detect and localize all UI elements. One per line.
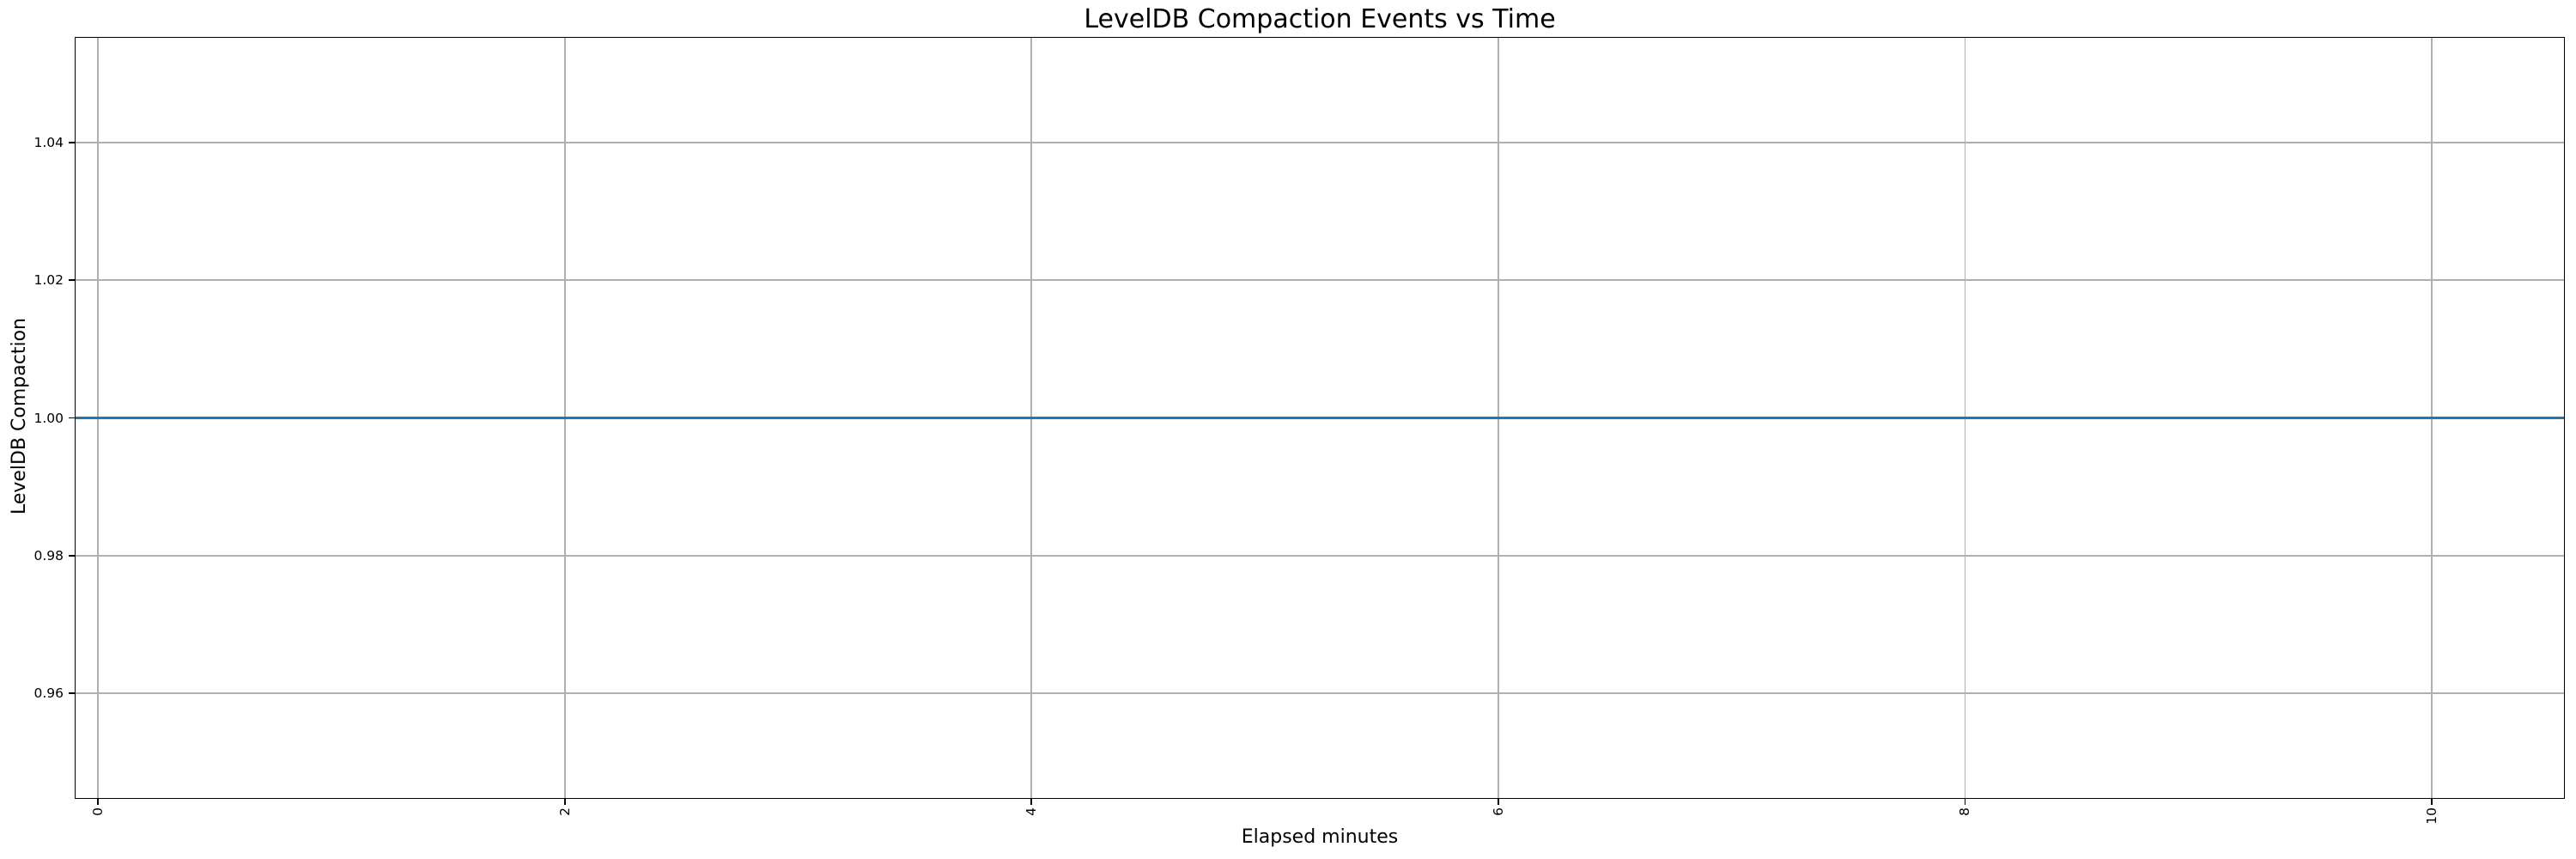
chart-title: LevelDB Compaction Events vs Time (1084, 4, 1556, 34)
x-tick (1030, 799, 1033, 805)
h-gridline (75, 692, 2565, 695)
h-gridline (75, 555, 2565, 557)
y-tick (69, 555, 75, 557)
x-tick (97, 799, 100, 805)
series-line (75, 417, 2565, 419)
x-tick-label: 2 (556, 807, 573, 816)
x-tick (2431, 799, 2433, 805)
y-tick (69, 141, 75, 143)
x-tick (1498, 799, 1499, 805)
y-tick-label: 0.96 (33, 685, 64, 702)
h-gridline (75, 279, 2565, 281)
y-tick-label: 1.02 (33, 272, 64, 289)
y-tick-label: 1.00 (33, 410, 64, 426)
y-axis-label: LevelDB Compaction (9, 318, 30, 515)
x-tick (1964, 799, 1966, 805)
x-tick-label: 8 (1957, 807, 1973, 816)
y-tick (69, 692, 75, 695)
y-tick-label: 0.98 (33, 547, 64, 564)
x-axis-label: Elapsed minutes (1241, 826, 1399, 848)
x-tick (563, 799, 566, 805)
y-tick (69, 279, 75, 281)
axes-frame (75, 37, 2565, 799)
x-tick-label: 0 (90, 807, 106, 816)
y-tick-label: 1.04 (33, 134, 64, 150)
h-gridline (75, 141, 2565, 143)
x-tick-label: 10 (2424, 807, 2440, 825)
y-tick (69, 417, 75, 419)
x-tick-label: 4 (1024, 807, 1040, 816)
x-tick-label: 6 (1490, 807, 1506, 816)
